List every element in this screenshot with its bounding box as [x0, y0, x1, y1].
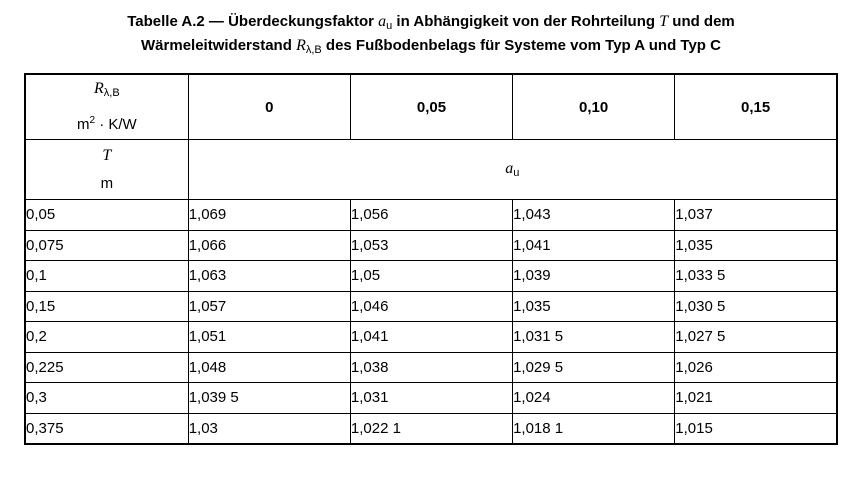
factor-value-cell: 1,033 5	[674, 260, 838, 292]
au-header: au	[187, 139, 838, 200]
column-header: 0,15	[674, 73, 838, 140]
column-header: 0	[187, 73, 351, 140]
spacing-unit: m	[100, 174, 114, 192]
spacing-value-cell: 0,225	[24, 351, 189, 383]
factor-value-cell: 1,030 5	[674, 290, 838, 322]
factor-value-cell: 1,035	[512, 290, 676, 322]
factor-value-cell: 1,031 5	[512, 321, 676, 353]
t-symbol: T	[659, 13, 669, 30]
spacing-value-cell: 0,075	[24, 229, 189, 261]
spacing-value-cell: 0,2	[24, 321, 189, 353]
t-symbol: T	[102, 146, 112, 164]
factor-value-cell: 1,051	[187, 321, 351, 353]
factor-value-cell: 1,039	[512, 260, 676, 292]
header-row-spacing: T m au	[24, 139, 838, 200]
factor-value-cell: 1,035	[674, 229, 838, 261]
table-row: 0,375 1,03 1,022 1 1,018 1 1,015	[24, 412, 838, 445]
factor-value-cell: 1,021	[674, 382, 838, 414]
table-row: 0,3 1,039 5 1,031 1,024 1,021	[24, 382, 838, 414]
factor-value-cell: 1,018 1	[512, 412, 676, 445]
table-row: 0,225 1,048 1,038 1,029 5 1,026	[24, 351, 838, 383]
column-header: 0,10	[512, 73, 676, 140]
table-row: 0,1 1,063 1,05 1,039 1,033 5	[24, 260, 838, 292]
factor-value-cell: 1,066	[187, 229, 351, 261]
header-row-resistance: Rλ,B m2 · K/W 0 0,05 0,10 0,15	[24, 73, 838, 140]
data-table: Rλ,B m2 · K/W 0 0,05 0,10 0,15 T m au 0,…	[24, 73, 838, 445]
factor-value-cell: 1,041	[512, 229, 676, 261]
factor-value-cell: 1,038	[349, 351, 514, 383]
resistance-unit-cell: Rλ,B m2 · K/W	[24, 73, 189, 140]
factor-value-cell: 1,053	[349, 229, 514, 261]
spacing-value-cell: 0,1	[24, 260, 189, 292]
caption-text: Wärmeleitwiderstand	[141, 37, 297, 54]
r-symbol: Rλ,B	[296, 37, 322, 56]
factor-value-cell: 1,041	[349, 321, 514, 353]
table-row: 0,05 1,069 1,056 1,043 1,037	[24, 199, 838, 231]
au-symbol: au	[378, 13, 393, 32]
factor-value-cell: 1,048	[187, 351, 351, 383]
column-header: 0,05	[349, 73, 514, 140]
table-row: 0,2 1,051 1,041 1,031 5 1,027 5	[24, 321, 838, 353]
spacing-unit-cell: T m	[24, 139, 189, 200]
factor-value-cell: 1,05	[349, 260, 514, 292]
spacing-value-cell: 0,375	[24, 412, 189, 445]
factor-value-cell: 1,056	[349, 199, 514, 231]
factor-value-cell: 1,046	[349, 290, 514, 322]
factor-value-cell: 1,031	[349, 382, 514, 414]
resistance-unit: m2 · K/W	[76, 115, 137, 133]
factor-value-cell: 1,027 5	[674, 321, 838, 353]
factor-value-cell: 1,043	[512, 199, 676, 231]
caption-text: in Abhängigkeit von der Rohrteilung	[392, 13, 660, 30]
spacing-value-cell: 0,3	[24, 382, 189, 414]
r-symbol: R	[94, 80, 104, 97]
factor-value-cell: 1,024	[512, 382, 676, 414]
caption-text: Tabelle A.2 — Überdeckungsfaktor	[127, 13, 379, 30]
caption-text: und dem	[668, 13, 735, 30]
spacing-value-cell: 0,15	[24, 290, 189, 322]
table-body: 0,05 1,069 1,056 1,043 1,037 0,075 1,066 1,053 1…	[24, 199, 838, 445]
factor-value-cell: 1,03	[187, 412, 351, 445]
factor-value-cell: 1,057	[187, 290, 351, 322]
table-row: 0,15 1,057 1,046 1,035 1,030 5	[24, 290, 838, 322]
factor-value-cell: 1,037	[674, 199, 838, 231]
caption-line-2: Wärmeleitwiderstand Rλ,B des Fußbodenbel…	[24, 36, 838, 60]
table-caption: Tabelle A.2 — Überdeckungsfaktor au in A…	[24, 12, 838, 60]
factor-value-cell: 1,015	[674, 412, 838, 445]
factor-value-cell: 1,026	[674, 351, 838, 383]
factor-value-cell: 1,039 5	[187, 382, 351, 414]
caption-text: des Fußbodenbelags für Systeme vom Typ A…	[321, 37, 721, 54]
factor-value-cell: 1,063	[187, 260, 351, 292]
au-symbol: au	[505, 160, 520, 179]
factor-value-cell: 1,069	[187, 199, 351, 231]
factor-value-cell: 1,029 5	[512, 351, 676, 383]
factor-value-cell: 1,022 1	[349, 412, 514, 445]
spacing-value-cell: 0,05	[24, 199, 189, 231]
table-row: 0,075 1,066 1,053 1,041 1,035	[24, 229, 838, 261]
caption-line-1: Tabelle A.2 — Überdeckungsfaktor au in A…	[24, 12, 838, 36]
